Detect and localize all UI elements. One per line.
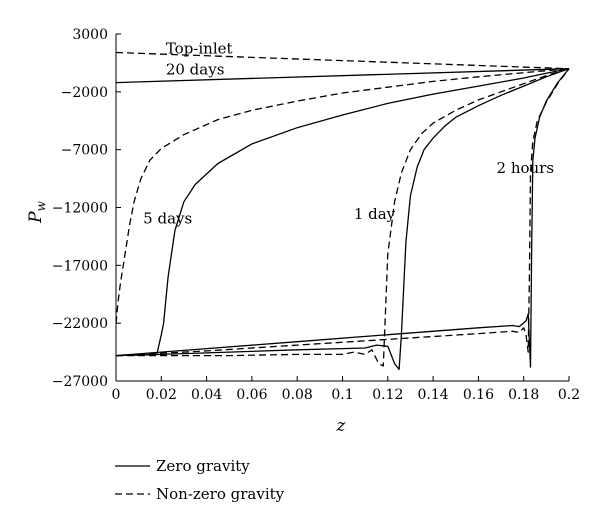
- x-tick-label: 0.04: [191, 387, 222, 403]
- annotation-layer: Top-inlet 20 days 5 days 1 day 2 hours: [143, 40, 554, 228]
- x-tick-label: 0.14: [418, 387, 449, 403]
- legend-label-non-zero-gravity: Non-zero gravity: [156, 485, 285, 503]
- x-tick-label: 0.12: [372, 387, 403, 403]
- y-axis-title-subscript: w: [34, 200, 48, 211]
- y-axis-title: Pw: [26, 200, 48, 223]
- annotation-label: 1 day: [354, 205, 396, 223]
- series-line-dashed: [115, 51, 570, 70]
- annotation-label: 5 days: [143, 210, 192, 228]
- y-tick-label: 3000: [72, 27, 108, 43]
- legend: Zero gravity Non-zero gravity: [115, 457, 285, 503]
- legend-label-zero-gravity: Zero gravity: [156, 457, 250, 475]
- series-layer: [115, 51, 570, 371]
- x-tick-label: 0.16: [463, 387, 494, 403]
- x-axis-title: z: [336, 416, 347, 436]
- y-tick-label: −7000: [61, 143, 108, 159]
- annotation-label: 2 hours: [497, 159, 555, 177]
- series-line-solid: [115, 68, 570, 357]
- y-axis-title-main: P: [26, 211, 46, 224]
- x-tick-label: 0.06: [236, 387, 267, 403]
- series-line-dashed: [116, 68, 570, 367]
- x-tick-label: 0.1: [331, 387, 353, 403]
- x-tick-label: 0: [112, 387, 121, 403]
- x-tick-label: 0.08: [282, 387, 313, 403]
- y-tick-label: −22000: [52, 316, 108, 332]
- annotation-label: 20 days: [166, 60, 225, 78]
- y-tick-label: −17000: [52, 258, 108, 274]
- x-tick-label: 0.18: [508, 387, 539, 403]
- series-line-dashed: [115, 68, 570, 324]
- axes-layer: 0 0.02 0.04 0.06 0.08 0.1 0.12 0.14 0.16 0.18 0.2 3…: [52, 27, 580, 403]
- series-line-solid: [115, 68, 570, 84]
- series-line-solid: [115, 68, 570, 371]
- x-tick-label: 0.2: [558, 387, 580, 403]
- annotation-label: Top-inlet: [166, 40, 233, 58]
- y-tick-label: −27000: [52, 374, 108, 390]
- y-tick-label: −12000: [52, 201, 108, 217]
- y-tick-label: −2000: [61, 85, 108, 101]
- x-tick-label: 0.02: [146, 387, 177, 403]
- series-line-dashed: [115, 68, 570, 357]
